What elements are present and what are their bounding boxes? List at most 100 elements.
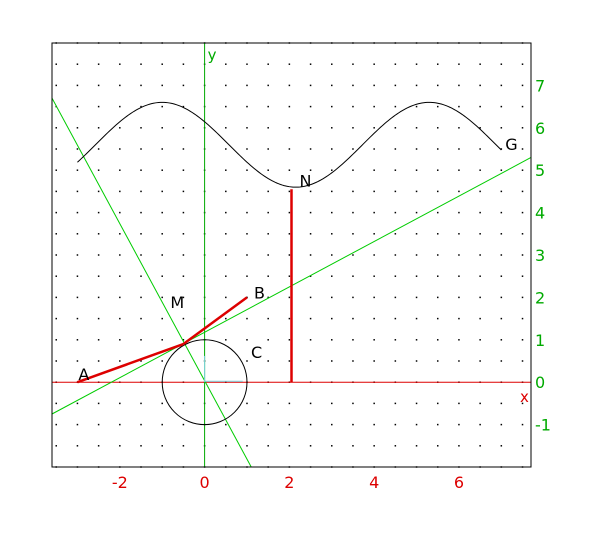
grid-dot xyxy=(521,148,524,150)
grid-dot xyxy=(288,63,291,65)
circle-layer xyxy=(161,339,248,426)
grid-dot xyxy=(309,63,312,65)
grid-dot xyxy=(309,127,312,129)
grid-dot xyxy=(436,211,439,214)
grid-dot xyxy=(458,105,460,108)
grid-dot xyxy=(352,233,354,235)
grid-dot xyxy=(225,360,227,362)
grid-dot xyxy=(500,233,503,235)
y-axis-label: y xyxy=(208,46,217,64)
grid-dot xyxy=(119,296,121,299)
grid-dot xyxy=(521,63,524,65)
grid-dot xyxy=(140,233,142,235)
grid-dot xyxy=(288,254,291,256)
grid-dot xyxy=(309,211,312,214)
grid-dot xyxy=(331,105,333,108)
grid-dot xyxy=(436,339,439,341)
grid-dot xyxy=(521,296,524,299)
grid-dot xyxy=(182,233,185,235)
grid-dot xyxy=(161,275,163,277)
grid-dot xyxy=(394,296,397,299)
grid-dot xyxy=(458,317,460,320)
y-tick-label: -1 xyxy=(535,416,551,435)
grid-dot xyxy=(394,211,397,214)
grid-dot xyxy=(55,339,57,341)
grid-dot xyxy=(309,148,312,150)
grid-dot xyxy=(55,402,57,405)
grid-dot xyxy=(140,402,142,405)
grid-dot xyxy=(288,148,291,150)
grid-dot xyxy=(161,423,163,426)
grid-dot xyxy=(479,190,481,193)
grid-dot xyxy=(479,169,481,171)
grid-dot xyxy=(161,190,163,193)
grid-dot xyxy=(246,233,248,235)
grid-dot xyxy=(140,360,142,362)
grid-dot xyxy=(76,84,79,87)
grid-dot xyxy=(394,84,397,87)
grid-dot xyxy=(458,169,460,171)
grid-dot xyxy=(76,317,79,320)
grid-dot xyxy=(119,339,121,341)
grid-dot xyxy=(76,360,79,362)
grid-dot xyxy=(267,275,269,277)
grid-dot xyxy=(500,275,503,277)
grid-dot xyxy=(500,63,503,65)
grid-dot xyxy=(458,445,460,447)
grid-dot xyxy=(436,360,439,362)
grid-dot xyxy=(97,169,100,171)
grid-dot xyxy=(373,233,375,235)
grid-dot xyxy=(500,339,503,341)
grid-dot xyxy=(267,254,269,256)
grid-dot xyxy=(394,169,397,171)
grid-dot xyxy=(309,317,312,320)
grid-dot xyxy=(394,148,397,150)
grid-dot xyxy=(436,105,439,108)
grid-dot xyxy=(55,148,57,150)
grid-dot xyxy=(331,190,333,193)
grid-dot xyxy=(97,84,100,87)
grid-dot xyxy=(97,296,100,299)
grid-dot xyxy=(55,296,57,299)
grid-dot xyxy=(119,105,121,108)
grid-dot xyxy=(479,423,481,426)
grid-dot xyxy=(394,63,397,65)
grid-dot xyxy=(373,360,375,362)
grid-dot xyxy=(267,211,269,214)
grid-dot xyxy=(55,423,57,426)
grid-dot xyxy=(458,423,460,426)
grid-dot xyxy=(479,445,481,447)
grid-dot xyxy=(521,402,524,405)
grid-dot xyxy=(288,275,291,277)
grid-dot xyxy=(436,296,439,299)
x-tick-label: 0 xyxy=(200,473,210,492)
curve-g xyxy=(77,101,502,188)
segment-MB xyxy=(182,296,248,346)
grid-dot xyxy=(309,423,312,426)
grid-dot xyxy=(458,84,460,87)
grid-dot xyxy=(76,275,79,277)
grid-dot xyxy=(225,63,227,65)
grid-dot xyxy=(415,445,418,447)
grid-dot xyxy=(521,360,524,362)
grid-dot xyxy=(458,254,460,256)
grid-dot xyxy=(309,84,312,87)
grid-dot xyxy=(373,445,375,447)
grid-dot xyxy=(394,275,397,277)
grid-dot xyxy=(309,169,312,171)
grid-dot xyxy=(140,339,142,341)
grid-dot xyxy=(309,275,312,277)
grid-dot xyxy=(352,423,354,426)
grid-dot xyxy=(352,148,354,150)
grid-dot xyxy=(97,317,100,320)
x-tick-label: 2 xyxy=(284,473,294,492)
grid-dot xyxy=(55,169,57,171)
grid-dot xyxy=(415,360,418,362)
grid-dot xyxy=(521,339,524,341)
grid-dot xyxy=(331,169,333,171)
grid-dot xyxy=(182,169,185,171)
grid-dot xyxy=(521,445,524,447)
y-tick-label: 0 xyxy=(535,373,545,392)
grid-dot xyxy=(267,84,269,87)
